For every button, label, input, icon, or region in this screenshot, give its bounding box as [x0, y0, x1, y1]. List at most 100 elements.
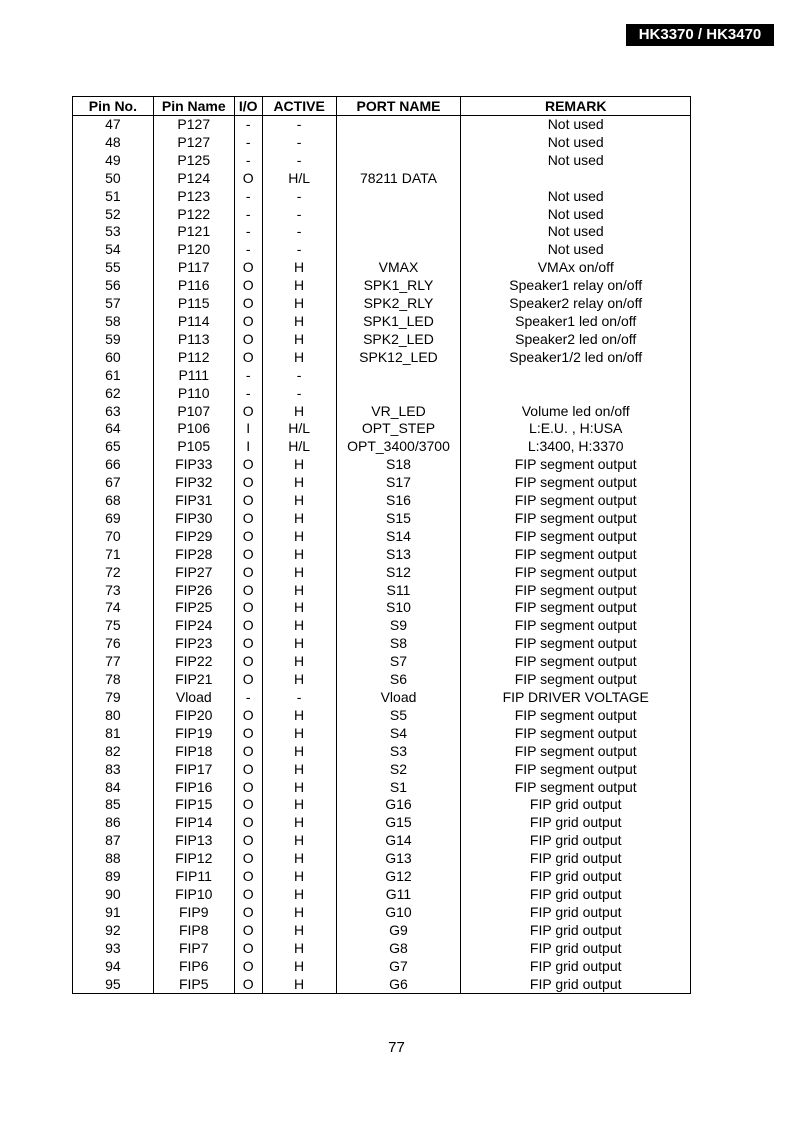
cell-port-name: VR_LED — [335, 402, 462, 421]
table-row: 59 P113 O H SPK2_LED Speaker2 led on/off — [72, 330, 691, 349]
cell-io: O — [233, 456, 263, 475]
table-row: 77 FIP22 O H S7 FIP segment output — [72, 653, 691, 672]
cell-active: - — [261, 115, 337, 134]
cell-port-name: S4 — [335, 724, 462, 743]
cell-remark: FIP segment output — [460, 581, 691, 600]
cell-port-name: 78211 DATA — [335, 169, 462, 188]
cell-active: H — [261, 563, 337, 582]
cell-port-name: S6 — [335, 671, 462, 689]
cell-port-name: SPK2_LED — [335, 330, 462, 349]
cell-active: H — [261, 939, 337, 958]
cell-active: - — [261, 223, 337, 242]
cell-pin-name: FIP7 — [152, 939, 235, 958]
cell-pin-no: 66 — [72, 456, 154, 475]
cell-io: O — [233, 277, 263, 296]
cell-io: O — [233, 169, 263, 188]
cell-remark: Speaker1 led on/off — [460, 312, 691, 331]
cell-pin-no: 72 — [72, 563, 154, 582]
cell-port-name: S9 — [335, 617, 462, 636]
cell-active: H — [261, 330, 337, 349]
cell-pin-name: P112 — [152, 348, 235, 367]
cell-pin-name: P116 — [152, 277, 235, 296]
cell-pin-no: 93 — [72, 939, 154, 958]
cell-pin-no: 60 — [72, 348, 154, 367]
table-row: 71 FIP28 O H S13 FIP segment output — [72, 545, 691, 564]
cell-pin-name: P122 — [152, 205, 235, 224]
cell-active: H — [261, 474, 337, 493]
table-row: 61 P111- - — [72, 366, 691, 385]
cell-pin-name: P113 — [152, 330, 235, 349]
cell-port-name: OPT_STEP — [335, 420, 462, 439]
cell-pin-no: 80 — [72, 706, 154, 725]
cell-active: H — [261, 348, 337, 367]
table-row: 69 FIP30 O H S15 FIP segment output — [72, 509, 691, 528]
table-row: 93 FIP7 O H G8 FIP grid output — [72, 939, 691, 958]
table-row: 55 P117 O H VMAX VMAx on/off — [72, 259, 691, 278]
table-row: 62 P110- - — [72, 384, 691, 403]
cell-active: H — [261, 312, 337, 331]
cell-pin-no: 51 — [72, 187, 154, 206]
cell-io: O — [233, 492, 263, 510]
cell-pin-name: P120 — [152, 241, 235, 260]
cell-pin-name: FIP25 — [152, 599, 235, 618]
cell-port-name: G12 — [335, 868, 462, 886]
cell-io: O — [233, 563, 263, 582]
cell-pin-no: 67 — [72, 474, 154, 493]
cell-active: H — [261, 832, 337, 851]
cell-remark: FIP segment output — [460, 760, 691, 779]
cell-port-name: G16 — [335, 796, 462, 815]
cell-active: H — [261, 671, 337, 689]
cell-pin-name: FIP26 — [152, 581, 235, 600]
table-row: 51 P123- - Not used — [72, 187, 691, 206]
cell-pin-name: FIP12 — [152, 850, 235, 869]
cell-active: H — [261, 402, 337, 421]
cell-pin-name: P124 — [152, 169, 235, 188]
cell-pin-name: P110 — [152, 384, 235, 403]
cell-io: O — [233, 312, 263, 331]
cell-remark: FIP segment output — [460, 474, 691, 493]
cell-port-name: S12 — [335, 563, 462, 582]
cell-active: H — [261, 545, 337, 564]
cell-io: O — [233, 295, 263, 313]
table-row: 60 P112 O H SPK12_LED Speaker1/2 led on/off — [72, 348, 691, 367]
cell-active: H — [261, 527, 337, 546]
table-row: 80 FIP20 O H S5 FIP segment output — [72, 706, 691, 725]
cell-remark: FIP segment output — [460, 545, 691, 564]
cell-port-name: SPK2_RLY — [335, 295, 462, 313]
cell-pin-name: FIP20 — [152, 706, 235, 725]
cell-port-name: SPK1_RLY — [335, 277, 462, 296]
cell-remark: Volume led on/off — [460, 402, 691, 421]
cell-io: - — [233, 133, 263, 152]
cell-remark: Not used — [460, 223, 691, 242]
cell-pin-no: 69 — [72, 509, 154, 528]
cell-active: H — [261, 796, 337, 815]
cell-pin-no: 73 — [72, 581, 154, 600]
cell-pin-no: 70 — [72, 527, 154, 546]
cell-pin-no: 82 — [72, 742, 154, 761]
cell-remark: Speaker1/2 led on/off — [460, 348, 691, 367]
cell-pin-no: 54 — [72, 241, 154, 260]
cell-io: O — [233, 617, 263, 636]
cell-io: O — [233, 402, 263, 421]
table-row: 49 P125- - Not used — [72, 151, 691, 170]
cell-pin-no: 88 — [72, 850, 154, 869]
table-row: 57 P115 O H SPK2_RLY Speaker2 relay on/off — [72, 295, 691, 313]
table-row: 56 P116 O H SPK1_RLY Speaker1 relay on/off — [72, 277, 691, 296]
cell-remark: FIP segment output — [460, 492, 691, 510]
cell-pin-no: 56 — [72, 277, 154, 296]
table-row: 65 P105 I H/L OPT_3400/3700 L:3400, H:3370 — [72, 438, 691, 457]
cell-remark: Not used — [460, 187, 691, 206]
table-row: 50 P124 O H/L 78211 DATA — [72, 169, 691, 188]
cell-pin-no: 49 — [72, 151, 154, 170]
cell-pin-no: 83 — [72, 760, 154, 779]
cell-remark: FIP grid output — [460, 814, 691, 833]
cell-port-name: S11 — [335, 581, 462, 600]
col-io: I/O — [233, 96, 263, 116]
cell-pin-no: 89 — [72, 868, 154, 886]
cell-active: H — [261, 921, 337, 940]
cell-port-name: VMAX — [335, 259, 462, 278]
cell-active: H — [261, 778, 337, 797]
cell-active: H — [261, 814, 337, 833]
cell-active: H — [261, 635, 337, 654]
cell-remark: FIP segment output — [460, 671, 691, 689]
